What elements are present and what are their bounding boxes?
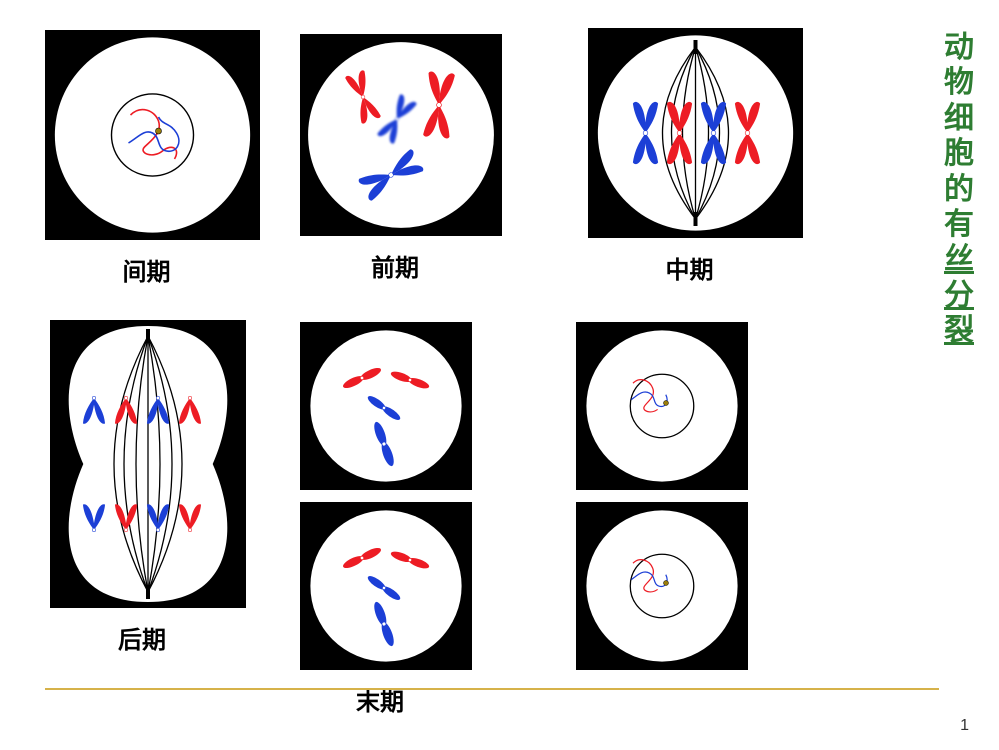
cell-telophase-lower-tile	[300, 502, 472, 670]
cell-interphase-tile	[45, 30, 260, 240]
cell-metaphase-tile	[588, 28, 803, 238]
cell-telophase-upper-tile	[300, 322, 472, 490]
cell-prophase-tile	[300, 34, 502, 236]
cell-daughter-upper-tile	[576, 322, 748, 490]
cell-daughter-lower-tile	[576, 502, 748, 670]
slide-title: 动物细胞的有丝分裂	[941, 30, 977, 349]
page-number: 1	[960, 717, 969, 735]
label-anaphase: 后期	[118, 620, 166, 655]
label-metaphase: 中期	[666, 250, 714, 285]
label-interphase: 间期	[123, 252, 171, 287]
footer-rule	[45, 688, 939, 690]
label-prophase: 前期	[371, 248, 419, 283]
cell-anaphase-tile	[50, 320, 246, 608]
